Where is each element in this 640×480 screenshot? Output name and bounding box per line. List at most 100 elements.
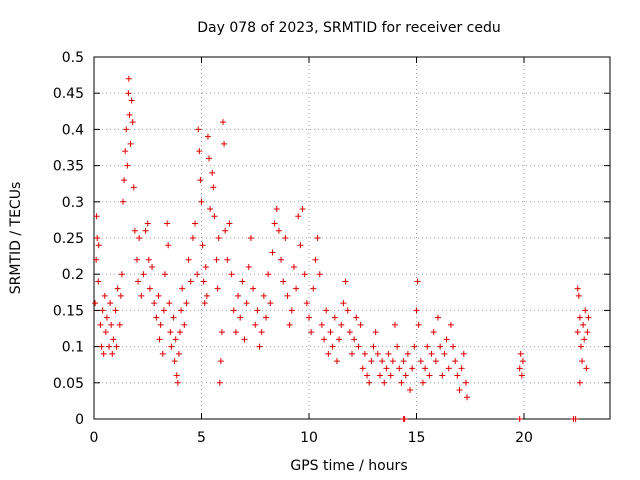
- data-point: [237, 314, 244, 321]
- data-point: [336, 336, 343, 343]
- data-point: [175, 350, 182, 357]
- data-point: [185, 256, 192, 263]
- data-point: [325, 350, 332, 357]
- data-point: [92, 300, 99, 307]
- points-layer: [92, 75, 592, 422]
- data-point: [200, 278, 207, 285]
- data-point: [331, 314, 338, 321]
- y-tick-label: 0.45: [53, 86, 84, 102]
- data-point: [250, 285, 257, 292]
- data-point: [125, 75, 132, 82]
- data-point: [580, 321, 587, 328]
- data-point: [329, 343, 336, 350]
- data-point: [424, 343, 431, 350]
- data-point: [142, 227, 149, 234]
- data-point: [582, 307, 589, 314]
- data-point: [572, 416, 579, 422]
- data-point: [394, 343, 401, 350]
- data-point: [293, 285, 300, 292]
- data-point: [93, 256, 100, 263]
- data-point: [218, 329, 225, 336]
- data-point: [178, 307, 185, 314]
- y-tick-label: 0.5: [62, 50, 84, 66]
- data-point: [379, 358, 386, 365]
- data-point: [198, 198, 205, 205]
- data-point: [136, 235, 143, 241]
- data-point: [173, 372, 180, 379]
- data-point: [204, 133, 211, 140]
- data-point: [574, 285, 581, 292]
- data-point: [441, 350, 448, 357]
- y-tick-label: 0.2: [62, 267, 84, 283]
- data-point: [383, 365, 390, 372]
- data-point: [94, 235, 101, 241]
- data-point: [303, 300, 310, 307]
- data-point: [203, 292, 210, 299]
- data-point: [207, 206, 214, 213]
- data-point: [402, 372, 409, 379]
- data-point: [168, 343, 175, 350]
- data-point: [128, 97, 135, 104]
- data-point: [275, 227, 282, 234]
- y-tick-label: 0.1: [62, 340, 84, 356]
- data-point: [516, 365, 523, 372]
- data-point: [161, 271, 168, 278]
- data-point: [295, 213, 302, 220]
- data-point: [422, 365, 429, 372]
- x-tick-label: 5: [197, 430, 206, 446]
- data-point: [165, 242, 172, 249]
- data-point: [454, 372, 461, 379]
- data-point: [297, 242, 304, 249]
- data-point: [116, 321, 123, 328]
- data-point: [226, 220, 233, 227]
- data-point: [357, 321, 364, 328]
- data-point: [342, 278, 349, 285]
- data-point: [437, 343, 444, 350]
- data-point: [202, 263, 209, 270]
- data-point: [286, 321, 293, 328]
- data-point: [247, 235, 254, 241]
- data-point: [349, 350, 355, 357]
- data-point: [447, 321, 454, 328]
- data-point: [374, 350, 381, 357]
- data-point: [372, 329, 379, 336]
- data-point: [581, 336, 588, 343]
- data-point: [134, 256, 140, 263]
- data-point: [432, 358, 439, 365]
- data-point: [376, 372, 383, 379]
- data-point: [346, 329, 353, 336]
- data-point: [155, 292, 162, 299]
- data-point: [415, 321, 422, 328]
- data-point: [125, 90, 132, 97]
- data-point: [179, 285, 186, 292]
- data-point: [396, 365, 403, 372]
- data-point: [106, 343, 113, 350]
- data-point: [263, 314, 269, 321]
- data-point: [584, 329, 591, 336]
- data-point: [258, 329, 265, 336]
- data-point: [167, 329, 174, 336]
- x-tick-label: 10: [300, 430, 318, 446]
- data-point: [93, 213, 100, 220]
- data-point: [170, 314, 177, 321]
- data-point: [344, 307, 351, 314]
- data-point: [426, 372, 433, 379]
- data-point: [308, 329, 315, 336]
- data-point: [583, 365, 590, 372]
- data-point: [413, 307, 420, 314]
- data-point: [280, 278, 287, 285]
- data-point: [206, 155, 213, 162]
- data-point: [126, 111, 133, 118]
- data-point: [366, 379, 373, 386]
- data-point: [364, 372, 371, 379]
- data-point: [110, 336, 117, 343]
- data-point: [97, 321, 104, 328]
- data-point: [430, 329, 437, 336]
- data-point: [318, 321, 325, 328]
- data-point: [516, 416, 523, 422]
- x-tick-label: 15: [408, 430, 426, 446]
- data-point: [210, 184, 217, 191]
- data-point: [417, 358, 424, 365]
- data-point: [192, 220, 199, 227]
